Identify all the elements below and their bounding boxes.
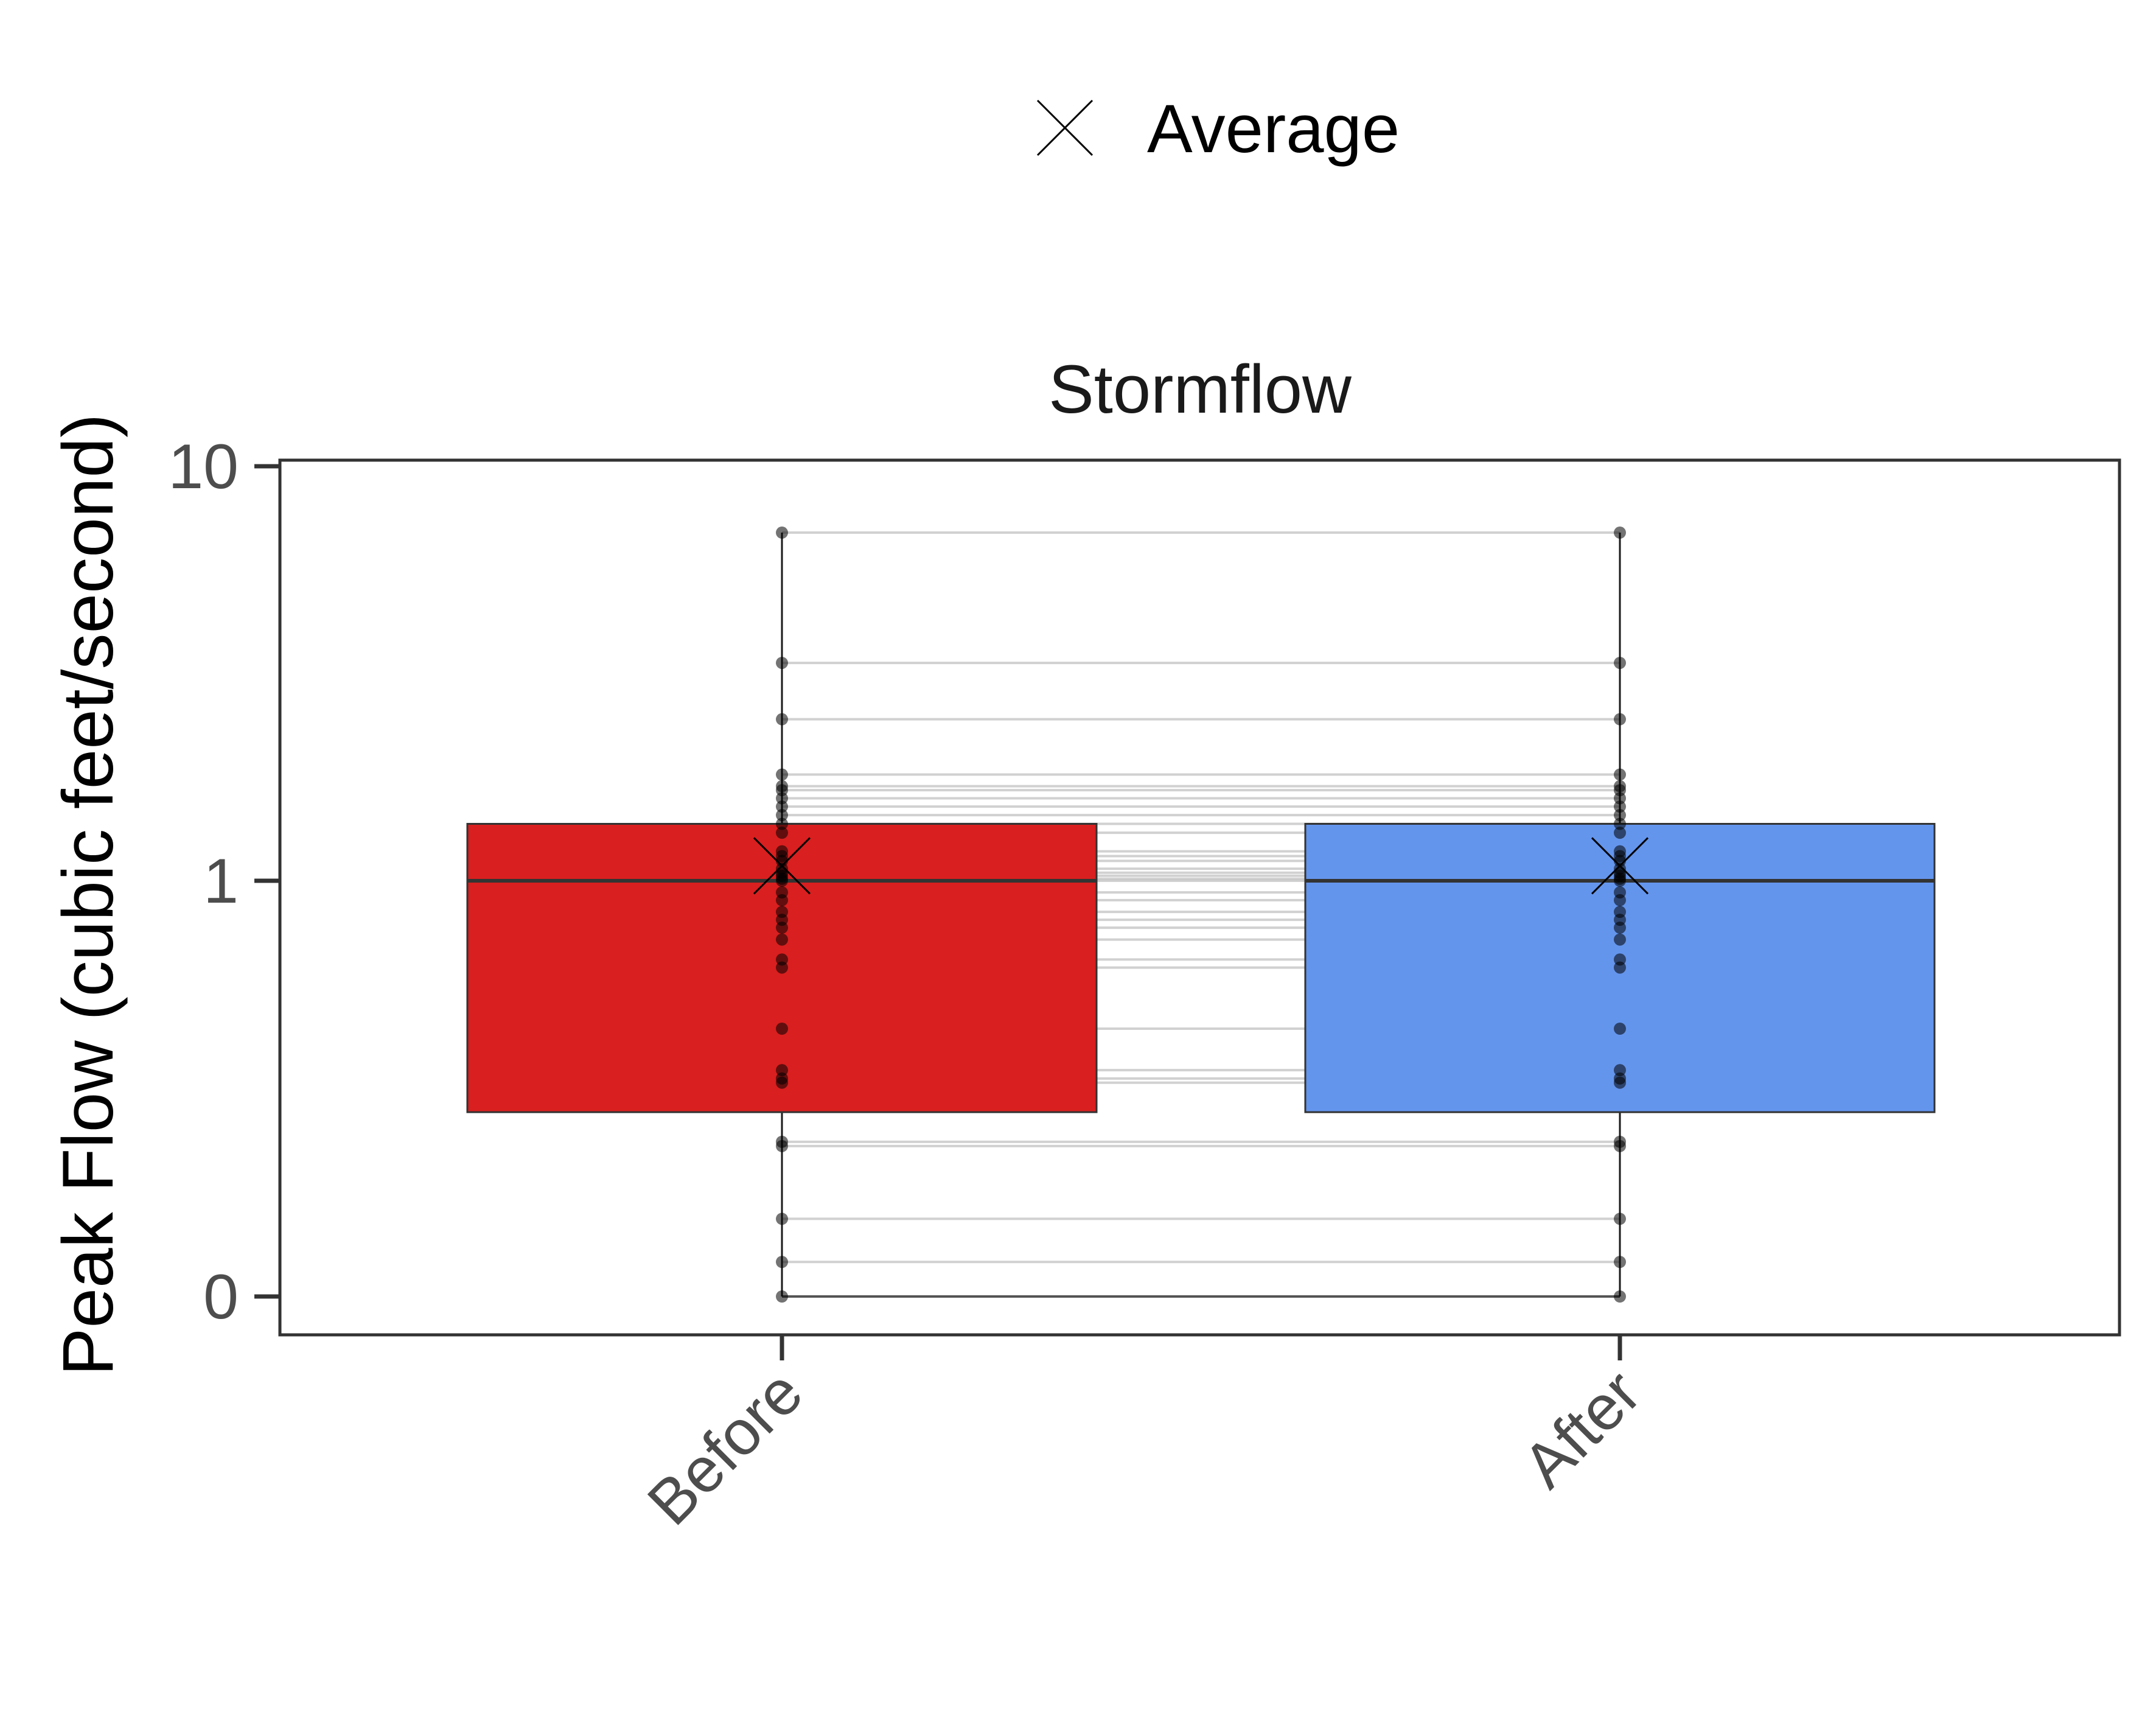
data-point [776, 906, 788, 918]
data-point [1614, 768, 1626, 781]
data-point [1614, 827, 1626, 839]
mean-cross-line [753, 837, 811, 895]
data-point [1614, 1256, 1626, 1268]
data-point [1614, 817, 1626, 830]
data-point [1614, 886, 1626, 899]
data-point [776, 527, 788, 539]
y-tick-label: 0 [203, 1262, 239, 1332]
data-point [776, 1290, 788, 1303]
data-point [1614, 906, 1626, 918]
panel-title: Stormflow [1048, 351, 1352, 427]
data-point [776, 817, 788, 830]
average-legend-icon [1036, 99, 1094, 156]
data-point [776, 1135, 788, 1148]
data-point [1614, 1135, 1626, 1148]
data-point [1614, 1064, 1626, 1077]
data-point [1614, 809, 1626, 822]
data-point [776, 1022, 788, 1035]
data-points [776, 527, 1626, 1303]
data-point [776, 933, 788, 946]
legend-label-average: Average [1147, 91, 1400, 167]
data-point [1614, 527, 1626, 539]
mean-markers [753, 837, 1649, 895]
legend: Average [1036, 91, 1400, 167]
data-point [776, 768, 788, 781]
boxes [466, 533, 1936, 1296]
data-point [776, 953, 788, 966]
data-point [1614, 933, 1626, 946]
x-tick-label: Before [635, 1357, 817, 1539]
mean-marker-before [753, 837, 811, 895]
data-point [776, 1064, 788, 1077]
data-point [1614, 657, 1626, 670]
data-point [776, 1072, 788, 1085]
data-point [776, 713, 788, 726]
data-point [776, 1256, 788, 1268]
data-point [1614, 1212, 1626, 1225]
x-tick-label: After [1510, 1357, 1654, 1501]
panel-border [278, 458, 2121, 1337]
data-point [1614, 1290, 1626, 1303]
data-point [776, 845, 788, 858]
data-point [1614, 1072, 1626, 1085]
mean-cross-line [1591, 837, 1649, 895]
data-point [1614, 1022, 1626, 1035]
data-point [776, 827, 788, 839]
y-tick-label: 1 [203, 846, 239, 917]
y-tick-label: 10 [168, 432, 239, 502]
mean-marker-after [1591, 837, 1649, 895]
data-point [776, 1212, 788, 1225]
data-point [776, 809, 788, 822]
y-axis-title: Peak Flow (cubic feet/second) [48, 414, 128, 1376]
data-point [776, 780, 788, 793]
data-point [776, 886, 788, 899]
data-point [1614, 845, 1626, 858]
x-axis: Before After [635, 1335, 1654, 1539]
data-point [1614, 713, 1626, 726]
data-point [776, 657, 788, 670]
data-point [1614, 953, 1626, 966]
data-point [1614, 780, 1626, 793]
